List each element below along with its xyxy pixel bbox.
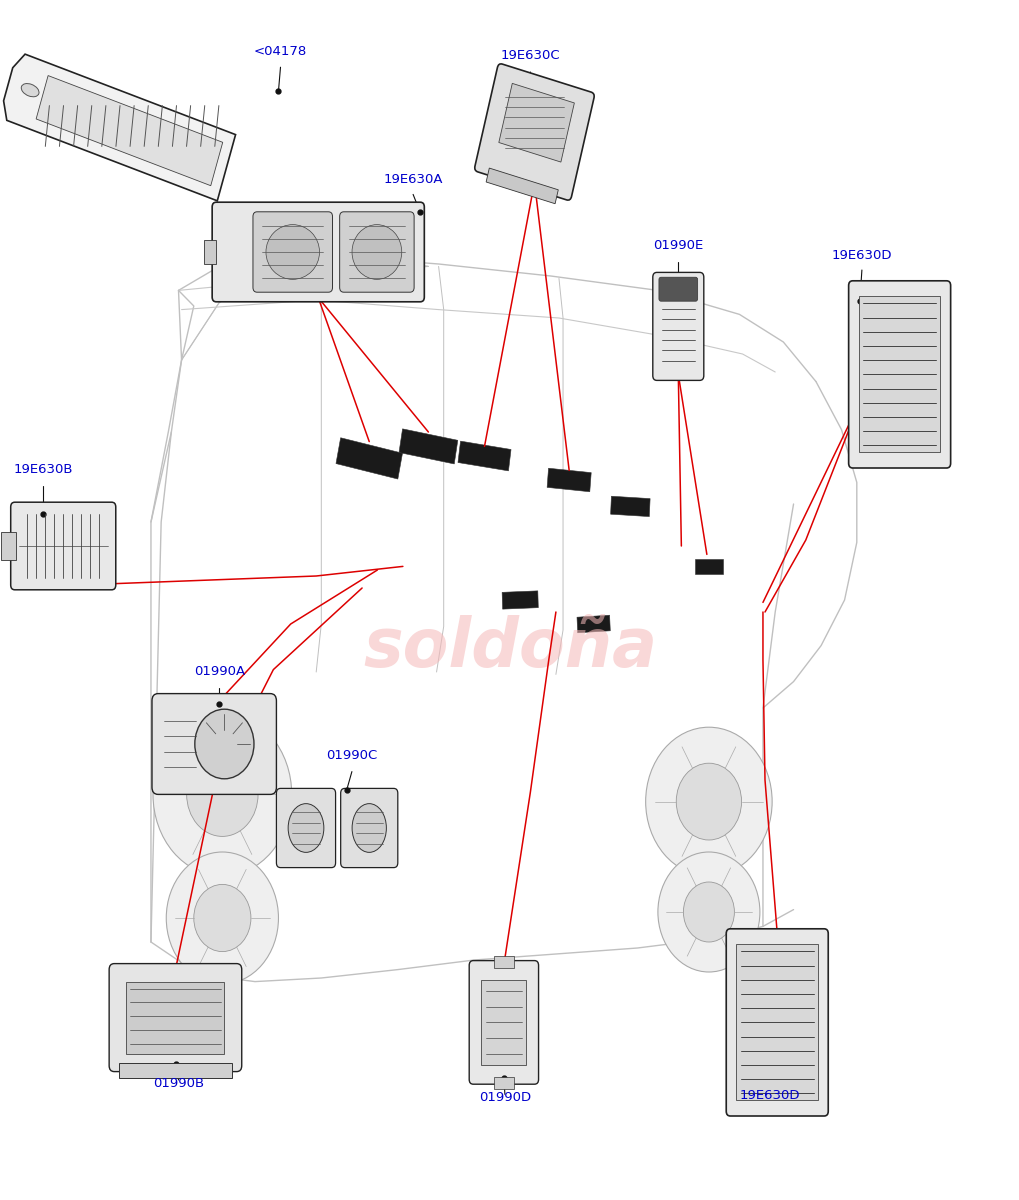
Bar (610, 497, 649, 516)
Bar (481, 979, 526, 1066)
Bar (458, 442, 511, 470)
Bar (501, 590, 538, 610)
Bar (486, 168, 557, 204)
Bar (493, 955, 514, 967)
Circle shape (657, 852, 759, 972)
Circle shape (166, 852, 278, 984)
Text: 01990E: 01990E (652, 239, 703, 252)
Polygon shape (4, 54, 235, 200)
Ellipse shape (266, 224, 319, 280)
Circle shape (676, 763, 741, 840)
Ellipse shape (352, 224, 401, 280)
Bar (126, 982, 224, 1054)
Bar (119, 1063, 231, 1078)
Text: <04178: <04178 (254, 44, 307, 58)
Text: 19E630B: 19E630B (13, 463, 72, 476)
Bar (335, 438, 403, 479)
Ellipse shape (288, 804, 324, 852)
Bar (736, 944, 817, 1100)
Bar (858, 296, 940, 452)
Bar (546, 468, 591, 492)
Circle shape (153, 713, 291, 876)
Bar (694, 559, 722, 574)
Text: soldoña: soldoña (363, 614, 656, 680)
Circle shape (186, 752, 258, 836)
Bar (0, 532, 15, 560)
FancyBboxPatch shape (109, 964, 242, 1072)
Text: 01990B: 01990B (153, 1076, 204, 1090)
FancyBboxPatch shape (652, 272, 703, 380)
Text: 01990A: 01990A (194, 665, 245, 678)
FancyBboxPatch shape (152, 694, 276, 794)
FancyBboxPatch shape (726, 929, 827, 1116)
FancyBboxPatch shape (474, 64, 594, 200)
Ellipse shape (352, 804, 386, 852)
Ellipse shape (195, 709, 254, 779)
FancyBboxPatch shape (340, 788, 397, 868)
Bar (493, 1078, 514, 1090)
Bar (36, 76, 222, 186)
FancyBboxPatch shape (848, 281, 950, 468)
FancyBboxPatch shape (10, 502, 116, 589)
Text: 01990D: 01990D (478, 1091, 531, 1104)
FancyBboxPatch shape (276, 788, 335, 868)
Text: 19E630D: 19E630D (739, 1088, 800, 1102)
FancyBboxPatch shape (658, 277, 697, 301)
FancyBboxPatch shape (469, 960, 538, 1085)
FancyBboxPatch shape (212, 202, 424, 301)
Text: 01990C: 01990C (326, 749, 377, 762)
Text: 19E630A: 19E630A (383, 173, 442, 186)
Bar (498, 83, 574, 162)
Text: 19E630C: 19E630C (500, 49, 559, 62)
FancyBboxPatch shape (339, 211, 414, 292)
Text: 19E630D: 19E630D (830, 248, 892, 262)
FancyBboxPatch shape (253, 211, 332, 292)
Bar (204, 240, 216, 264)
Bar (398, 428, 458, 464)
Bar (577, 616, 609, 632)
Circle shape (683, 882, 734, 942)
Circle shape (645, 727, 771, 876)
Ellipse shape (21, 84, 39, 97)
Circle shape (194, 884, 251, 952)
